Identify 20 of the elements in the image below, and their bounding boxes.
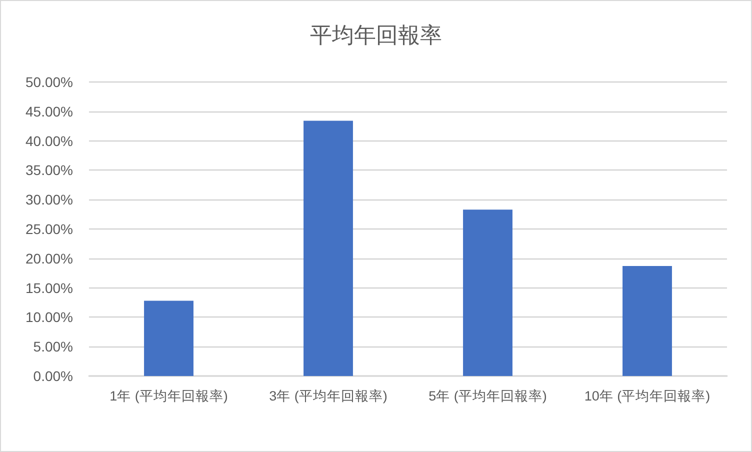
x-tick-label: 5年 (平均年回報率) xyxy=(428,388,547,404)
x-tick-label: 1年 (平均年回報率) xyxy=(110,388,228,404)
bar xyxy=(304,120,353,376)
y-tick-label: 45.00% xyxy=(26,103,73,120)
x-tick-label: 3年 (平均年回報率) xyxy=(269,388,388,404)
y-tick-label: 35.00% xyxy=(26,162,73,178)
y-tick-label: 10.00% xyxy=(26,309,73,326)
bar xyxy=(144,300,194,376)
y-tick-label: 50.00% xyxy=(26,74,73,90)
y-tick-label: 20.00% xyxy=(26,250,73,266)
bar xyxy=(622,266,672,376)
y-tick-label: 40.00% xyxy=(26,132,73,149)
y-tick-label: 15.00% xyxy=(26,280,73,296)
y-tick-label: 30.00% xyxy=(26,192,73,208)
bar xyxy=(463,210,512,376)
x-tick-label: 10年 (平均年回報率) xyxy=(584,388,710,404)
y-tick-label: 5.00% xyxy=(33,338,73,355)
chart-title: 平均年回報率 xyxy=(310,22,442,48)
y-tick-label: 25.00% xyxy=(26,221,73,237)
y-tick-label: 0.00% xyxy=(33,368,73,384)
